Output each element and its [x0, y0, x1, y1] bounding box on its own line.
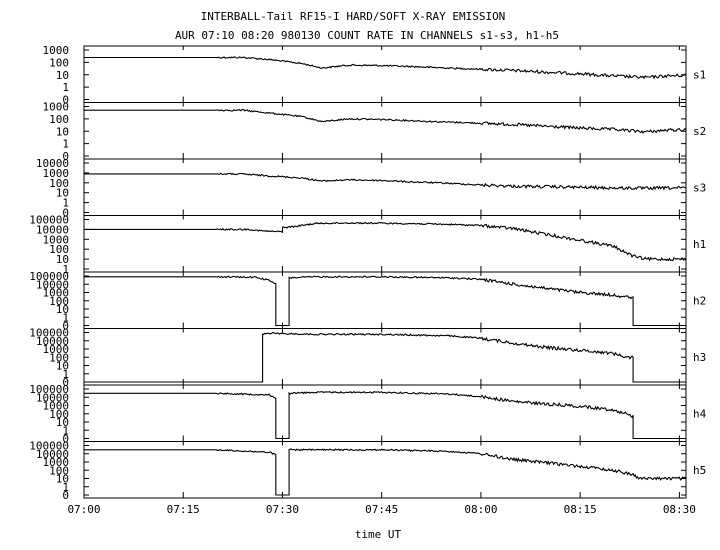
- panel-frame: [83, 328, 687, 386]
- y-tick-label: 10: [56, 125, 69, 138]
- y-tick-label: 10000: [36, 335, 69, 348]
- y-tick-label: 1: [62, 197, 69, 210]
- y-tick-label: 100: [49, 177, 69, 190]
- y-tick-label: 100000: [29, 214, 69, 227]
- y-tick-label: 10000: [36, 157, 69, 170]
- panel-frame: [83, 215, 687, 273]
- y-tick-label: 1000: [43, 167, 70, 180]
- y-tick-label: 1: [62, 368, 69, 381]
- x-tick-label: 07:00: [67, 503, 100, 516]
- channel-label-h5: h5: [693, 464, 706, 477]
- y-tick-label: 1000: [43, 233, 70, 246]
- y-tick-label: 100000: [29, 383, 69, 396]
- y-tick-label: 10000: [36, 448, 69, 461]
- x-tick-label: 07:15: [167, 503, 200, 516]
- y-tick-label: 100: [49, 464, 69, 477]
- y-tick-label: 10: [56, 187, 69, 200]
- channel-label-h3: h3: [693, 351, 706, 364]
- y-tick-label: 1: [62, 481, 69, 494]
- y-tick-label: 100: [49, 295, 69, 308]
- trace-h5: [84, 448, 687, 496]
- x-tick-label: 07:30: [266, 503, 299, 516]
- y-tick-label: 100000: [29, 327, 69, 340]
- trace-h4: [84, 390, 686, 440]
- y-tick-label: 0: [62, 150, 69, 163]
- y-tick-label: 10: [56, 473, 69, 486]
- channel-label-h2: h2: [693, 294, 706, 307]
- y-tick-label: 1: [62, 263, 69, 276]
- y-tick-label: 0: [62, 433, 69, 446]
- trace-h2: [84, 275, 686, 327]
- y-tick-label: 1000: [43, 101, 70, 114]
- y-tick-label: 100: [49, 408, 69, 421]
- y-tick-label: 100: [49, 243, 69, 256]
- y-tick-label: 1000: [43, 287, 70, 300]
- chart-subtitle: AUR 07:10 08:20 980130 COUNT RATE IN CHA…: [175, 29, 559, 42]
- panel-frame: [83, 271, 687, 329]
- y-tick-label: 1000: [43, 400, 70, 413]
- trace-h3: [84, 332, 686, 383]
- panel-frame: [83, 102, 687, 160]
- y-tick-label: 10000: [36, 391, 69, 404]
- y-tick-label: 1: [62, 138, 69, 151]
- trace-s3: [84, 172, 687, 191]
- y-tick-label: 10: [56, 416, 69, 429]
- y-tick-label: 10: [56, 253, 69, 266]
- x-tick-label: 08:00: [464, 503, 497, 516]
- channel-label-s3: s3: [693, 181, 706, 194]
- y-tick-label: 1000: [43, 456, 70, 469]
- trace-s2: [84, 109, 687, 134]
- y-tick-label: 1000: [43, 343, 70, 356]
- y-tick-label: 100: [49, 351, 69, 364]
- y-tick-label: 10: [56, 360, 69, 373]
- y-tick-label: 10000: [36, 223, 69, 236]
- y-tick-label: 10: [56, 303, 69, 316]
- y-tick-label: 0: [62, 94, 69, 107]
- panels: 10001001010s110001001010s210000100010010…: [29, 44, 706, 502]
- y-tick-label: 100: [49, 113, 69, 126]
- y-tick-label: 0: [62, 207, 69, 220]
- channel-label-s1: s1: [693, 68, 706, 81]
- y-tick-label: 0: [62, 320, 69, 333]
- trace-h1: [84, 221, 687, 262]
- y-tick-label: 1000: [43, 44, 70, 57]
- x-tick-label: 08:15: [564, 503, 597, 516]
- trace-s1: [84, 56, 687, 80]
- x-tick-label: 07:45: [365, 503, 398, 516]
- channel-label-h4: h4: [693, 407, 707, 420]
- x-tick-label: 08:30: [663, 503, 696, 516]
- y-tick-label: 10000: [36, 278, 69, 291]
- x-axis-title: time UT: [355, 528, 402, 541]
- time-axis: 07:00 07:15 07:30 07:45 08:00 08:15 08:30: [67, 503, 696, 516]
- channel-label-h1: h1: [693, 238, 706, 251]
- y-tick-label: 10: [56, 69, 69, 82]
- y-tick-label: 100000: [29, 440, 69, 453]
- y-tick-label: 100000: [29, 270, 69, 283]
- y-tick-label: 0: [62, 376, 69, 389]
- y-tick-label: 1: [62, 424, 69, 437]
- channel-label-s2: s2: [693, 125, 706, 138]
- y-tick-label: 0: [62, 489, 69, 502]
- chart-title: INTERBALL-Tail RF15-I HARD/SOFT X-RAY EM…: [201, 10, 506, 23]
- y-tick-label: 100: [49, 56, 69, 69]
- y-tick-label: 1: [62, 311, 69, 324]
- y-tick-label: 1: [62, 81, 69, 94]
